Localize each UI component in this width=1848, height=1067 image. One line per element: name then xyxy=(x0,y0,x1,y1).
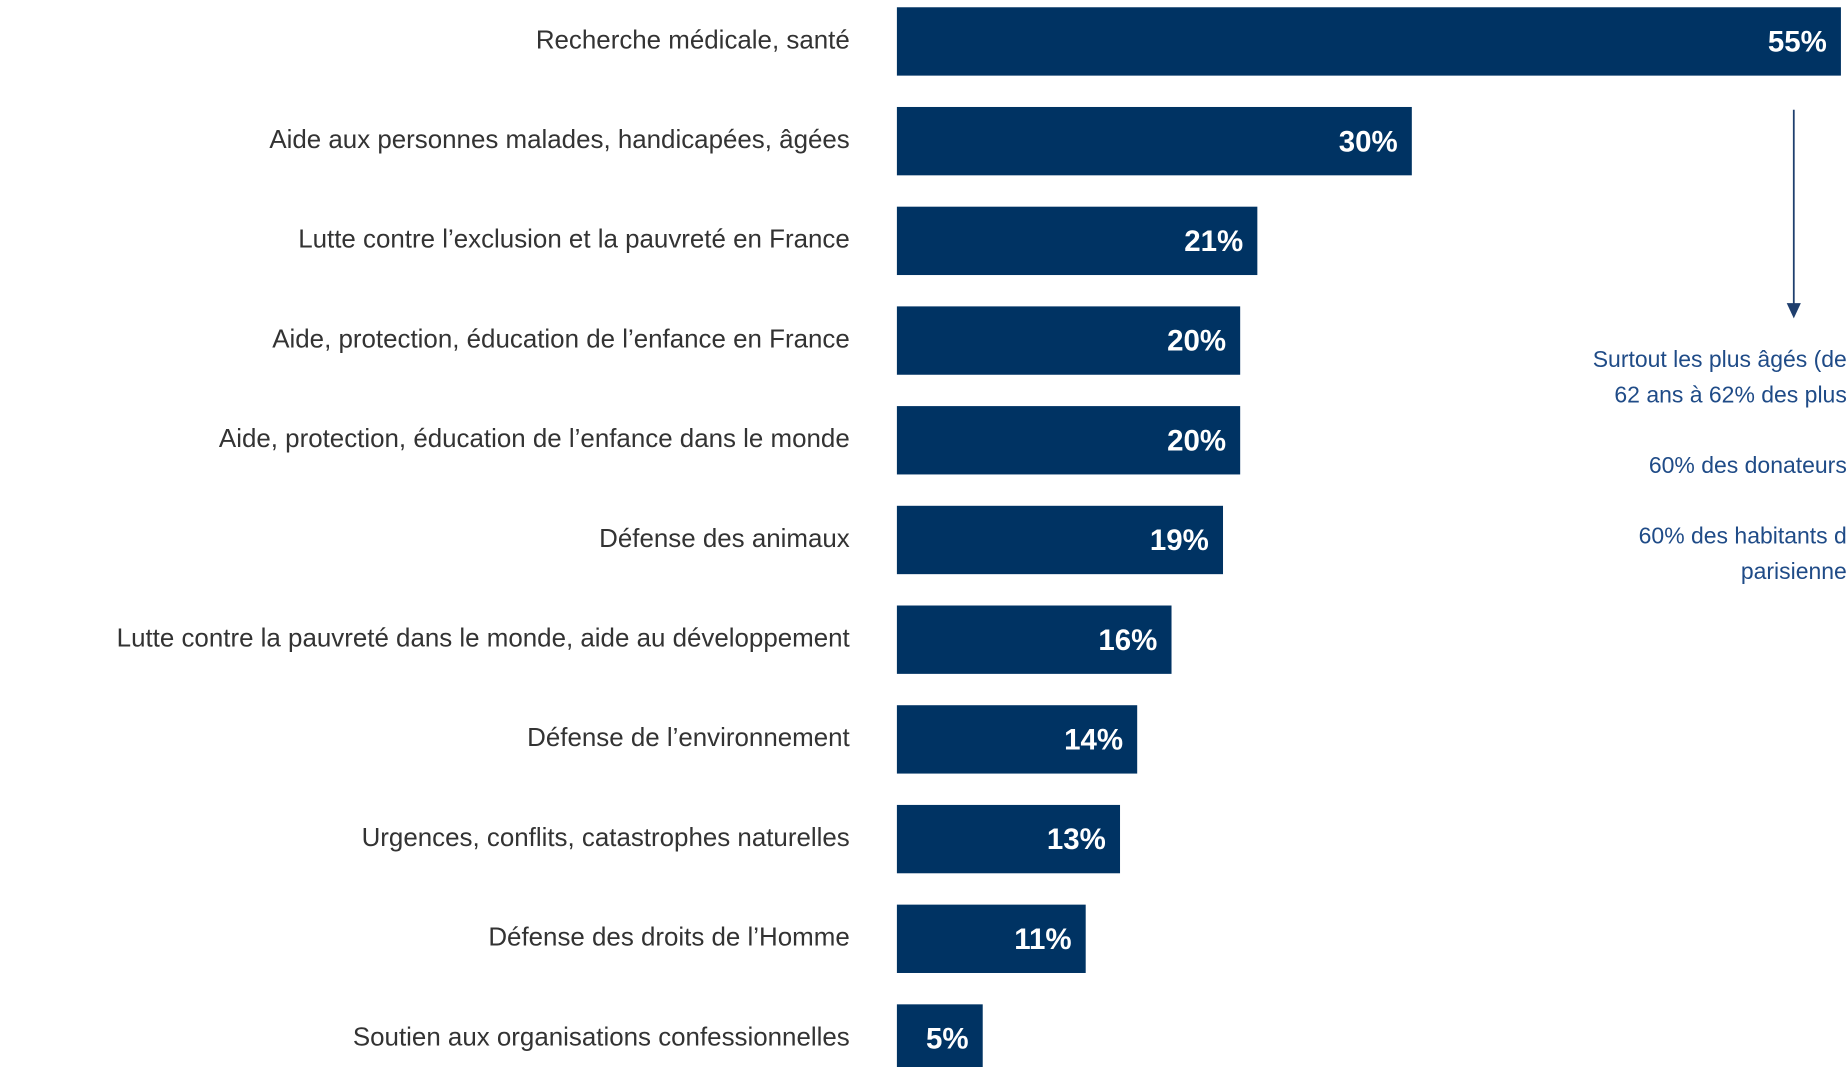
bar xyxy=(896,904,1086,973)
category-label: Défense des animaux xyxy=(599,525,850,553)
value-label: 5% xyxy=(926,1023,969,1056)
annotation: parisienne xyxy=(1741,558,1847,584)
value-label: 20% xyxy=(1167,424,1226,457)
bar xyxy=(896,605,1172,674)
annotation: 60% des habitants d xyxy=(1639,523,1847,549)
value-label: 30% xyxy=(1339,125,1398,158)
value-label: 13% xyxy=(1047,823,1106,856)
annotation: Surtout les plus âgés (de xyxy=(1593,346,1847,372)
value-label: 19% xyxy=(1150,524,1209,557)
value-label: 14% xyxy=(1064,724,1123,757)
value-label: 21% xyxy=(1184,225,1243,258)
bar xyxy=(896,306,1241,375)
bar xyxy=(896,106,1412,176)
category-label: Aide, protection, éducation de l’enfance… xyxy=(219,425,850,453)
bar xyxy=(896,1004,983,1067)
bar xyxy=(896,7,1841,76)
category-label: Aide aux personnes malades, handicapées,… xyxy=(269,126,849,154)
category-label: Aide, protection, éducation de l’enfance… xyxy=(272,325,850,353)
category-label: Défense des droits de l’Homme xyxy=(488,924,849,952)
value-label: 16% xyxy=(1098,624,1157,657)
bar xyxy=(896,206,1258,276)
category-label: Recherche médicale, santé xyxy=(536,26,850,54)
category-label: Lutte contre la pauvreté dans le monde, … xyxy=(117,625,851,653)
value-label: 20% xyxy=(1167,325,1226,358)
arrow-head xyxy=(1786,303,1801,319)
annotation: 60% des donateurs xyxy=(1649,452,1847,478)
bar xyxy=(896,705,1138,774)
category-label: Défense de l’environnement xyxy=(527,724,850,752)
annotation: 62 ans à 62% des plus xyxy=(1614,381,1846,407)
value-label: 55% xyxy=(1768,26,1827,59)
bar xyxy=(896,406,1241,475)
category-label: Lutte contre l’exclusion et la pauvreté … xyxy=(298,226,850,254)
value-label: 11% xyxy=(1014,923,1071,956)
bar xyxy=(896,505,1224,575)
category-label: Urgences, conflits, catastrophes naturel… xyxy=(362,824,850,852)
bar xyxy=(896,804,1121,874)
category-label: Soutien aux organisations confessionnell… xyxy=(353,1023,850,1051)
